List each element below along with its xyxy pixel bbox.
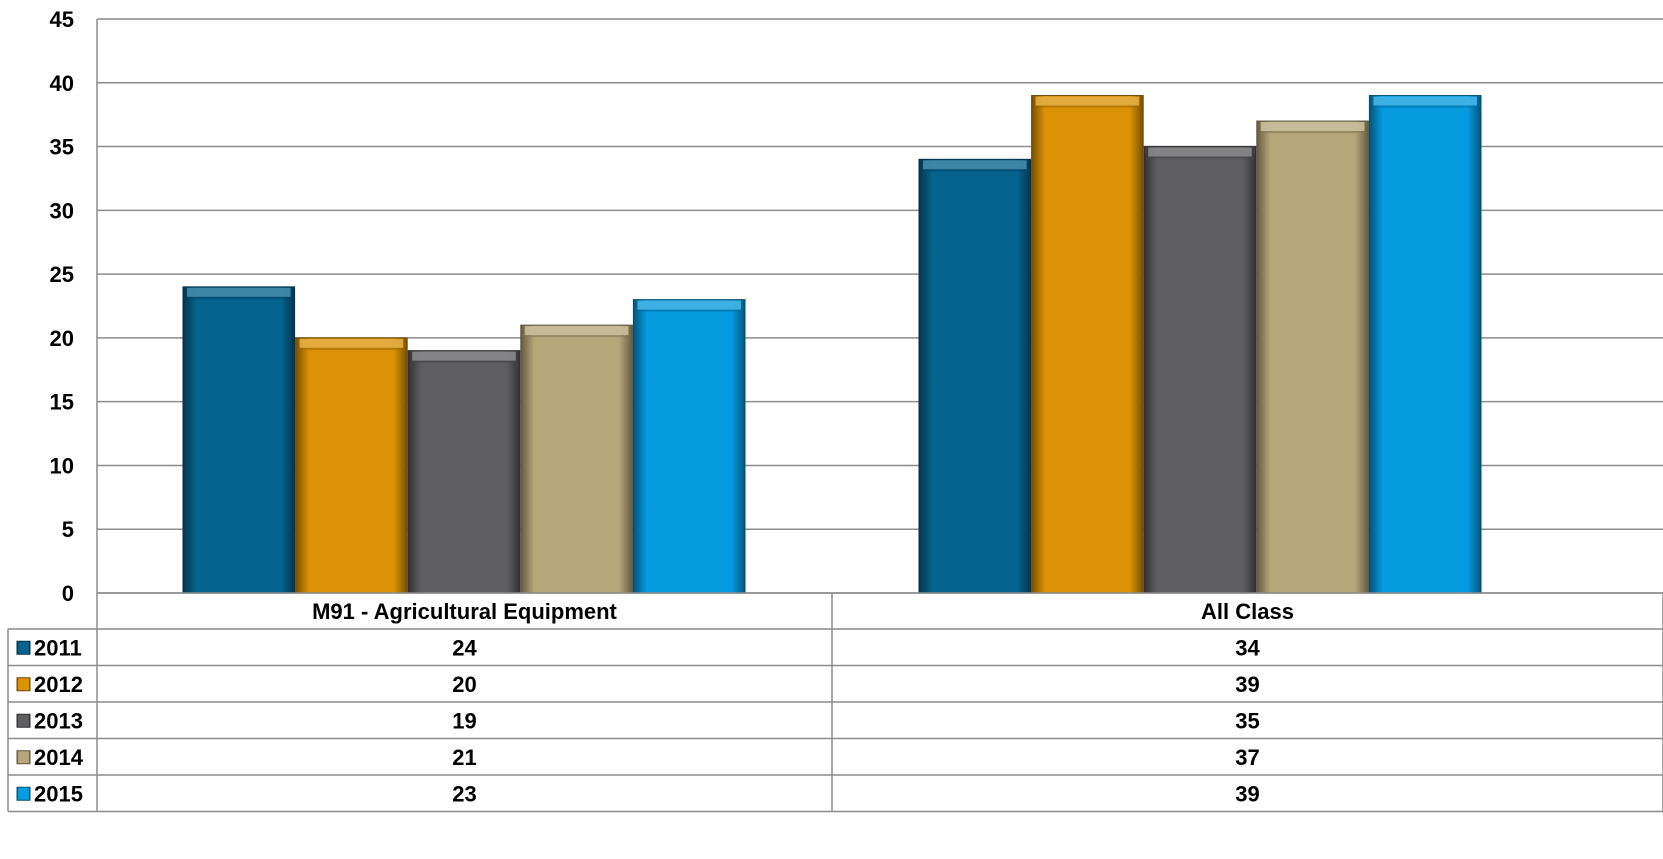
data-value: 35 (1235, 708, 1259, 733)
y-tick-label: 20 (50, 326, 74, 351)
legend-key-2012 (16, 677, 31, 692)
bar-2014-1 (1256, 120, 1369, 594)
data-value: 39 (1235, 672, 1259, 697)
y-tick-label: 30 (50, 198, 74, 223)
series-label: 2015 (34, 781, 83, 806)
bars (182, 95, 1482, 594)
bar-2013-1 (1143, 146, 1257, 594)
data-value: 23 (452, 781, 476, 806)
y-tick-label: 35 (50, 135, 74, 160)
legend-key-2013 (16, 713, 31, 728)
bar-2013-0 (407, 350, 521, 594)
y-tick-label: 40 (50, 71, 74, 96)
data-value: 34 (1235, 635, 1260, 660)
y-tick-label: 10 (50, 453, 74, 478)
bar-2011-1 (918, 158, 1032, 594)
y-tick-label: 25 (50, 262, 74, 287)
y-tick-label: 45 (50, 7, 74, 32)
data-value: 37 (1235, 745, 1259, 770)
series-label: 2013 (34, 708, 83, 733)
category-label: All Class (1201, 599, 1294, 624)
legend-key-2014 (16, 750, 31, 765)
bar-2012-0 (295, 337, 408, 594)
series-label: 2011 (34, 635, 82, 660)
y-axis-ticks: 0 5 10 15 20 25 30 35 40 45 (50, 7, 74, 606)
series-label: 2014 (34, 745, 84, 770)
data-table: M91 - Agricultural Equipment All Class201… (7, 592, 1663, 813)
series-label: 2012 (34, 672, 83, 697)
data-value: 39 (1235, 781, 1259, 806)
y-tick-label: 5 (62, 517, 74, 542)
y-tick-label: 15 (50, 390, 74, 415)
y-tick-label: 0 (62, 581, 74, 606)
data-value: 20 (452, 672, 476, 697)
legend-key-2011 (16, 640, 31, 655)
category-label: M91 - Agricultural Equipment (312, 599, 617, 624)
bar-2011-0 (182, 286, 296, 594)
bar-2015-0 (632, 299, 746, 594)
data-value: 21 (452, 745, 476, 770)
data-value: 19 (452, 708, 476, 733)
legend-key-2015 (16, 786, 31, 801)
bar-2015-1 (1368, 95, 1482, 594)
data-value: 24 (452, 635, 477, 660)
bar-2012-1 (1031, 95, 1144, 594)
bar-2014-0 (520, 324, 633, 594)
